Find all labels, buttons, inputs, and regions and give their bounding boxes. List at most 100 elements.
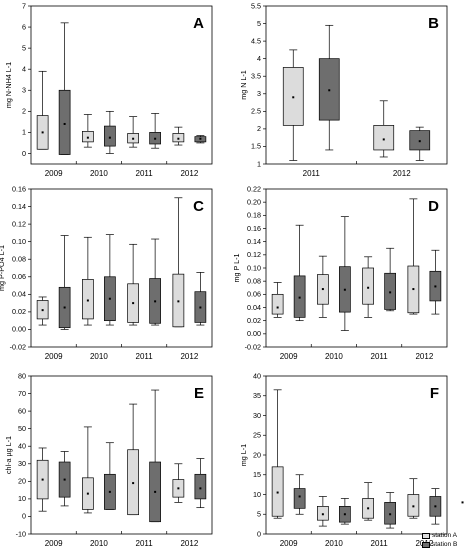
y-tick-label: 0.12 [12, 219, 26, 228]
box-station-b-2012 [194, 135, 207, 144]
x-tick-label: 2010 [325, 352, 343, 361]
panel-label-e: E [194, 385, 204, 402]
panel-label-f: F [430, 385, 439, 402]
box-station-a-2009 [36, 447, 49, 512]
x-tick-label: 2011 [136, 539, 154, 548]
chart-panel-e: -10 0 10 20 30 40 50 60 70 80 chl-a µg L-1 E 2009 201… [4, 371, 213, 548]
y-tick-label: 5.5 [251, 1, 261, 10]
legend-label-station-a: station A [432, 532, 457, 539]
y-tick-label: 4.5 [251, 36, 261, 45]
x-tick-label: 2012 [415, 352, 433, 361]
median-marker [63, 478, 66, 481]
box-station-a-2012 [407, 478, 420, 519]
median-marker [63, 306, 66, 309]
panel-label-d: D [428, 198, 439, 215]
y-tick-label: 4 [22, 65, 26, 74]
x-tick-label: 2009 [45, 352, 63, 361]
y-axis-label: mg N-NH4 L-1 [4, 62, 13, 108]
median-marker [276, 306, 279, 309]
y-tick-label: 5 [257, 19, 261, 28]
box-station-b-2011 [384, 492, 396, 529]
y-tick-label: 10 [253, 490, 261, 499]
median-marker [434, 285, 437, 288]
plot-frame [30, 5, 213, 165]
median-marker [41, 309, 44, 312]
box-station-b-2011 [149, 389, 161, 523]
median-marker [292, 96, 295, 99]
box-station-a-2010 [82, 114, 94, 148]
median-marker [389, 513, 392, 516]
box-station-b-2012 [429, 249, 442, 315]
x-tick-label: 2011 [371, 539, 389, 548]
median-marker [108, 490, 111, 493]
box-station-a-2010 [82, 426, 94, 514]
box-station-a-2012 [172, 463, 185, 503]
median-marker [108, 136, 111, 139]
y-tick-label: 0.02 [247, 316, 261, 325]
x-tick-label: 2010 [90, 352, 108, 361]
median-marker [276, 491, 279, 494]
y-tick-label: 2 [257, 124, 261, 133]
legend-swatch-station-b [422, 541, 430, 548]
median-marker [199, 306, 202, 309]
median-marker [154, 137, 157, 140]
y-tick-label: 0 [22, 512, 26, 521]
y-tick-label: -0.02 [10, 342, 26, 351]
y-tick-label: 40 [18, 442, 26, 451]
y-tick-label: 0.00 [247, 329, 261, 338]
box-body [293, 488, 306, 509]
box-station-a-2011 [127, 116, 139, 148]
y-tick-label: 3 [257, 89, 261, 98]
y-tick-label: 0 [257, 529, 261, 538]
box-station-b-2010 [339, 216, 351, 331]
panel-label-b: B [428, 15, 439, 32]
y-axis-label: mg P L-1 [232, 253, 241, 282]
y-tick-label: 0.18 [247, 211, 261, 220]
y-tick-label: 5 [257, 510, 261, 519]
median-marker [367, 286, 370, 289]
box-station-a-2010 [317, 255, 329, 318]
y-tick-label: -10 [16, 529, 26, 538]
y-tick-label: 7 [22, 1, 26, 10]
x-tick-label: 2011 [371, 352, 389, 361]
chart-panel-d: -0.02 0.00 0.02 0.04 0.06 0.08 0.10 0.12 0.14 0.1… [232, 184, 448, 361]
box-station-b-2009 [293, 474, 306, 515]
box-station-a-2011 [282, 49, 304, 161]
box-station-b-2010 [104, 442, 116, 510]
x-tick-label: 2012 [180, 169, 198, 178]
box-station-a-2011 [362, 256, 374, 318]
median-marker [108, 297, 111, 300]
plot-frame [265, 188, 448, 348]
median-marker [321, 288, 324, 291]
y-tick-label: 25 [253, 431, 261, 440]
y-tick-label: 6 [22, 22, 26, 31]
box-station-b-2010 [104, 110, 116, 154]
box-station-a-2009 [271, 282, 284, 318]
y-tick-label: 4 [257, 54, 261, 63]
median-marker [343, 513, 346, 516]
median-marker [412, 288, 415, 291]
y-tick-label: 2.5 [251, 107, 261, 116]
x-tick-label: 2009 [280, 539, 298, 548]
y-tick-label: 3.5 [251, 72, 261, 81]
box-station-b-2011 [384, 247, 396, 312]
box-station-a-2011 [127, 403, 139, 516]
chart-panel-a: 0 1 2 3 4 5 6 7 mg N-NH4 L-1 A 2009 2010 2011 2012 [4, 1, 213, 178]
median-marker [63, 122, 66, 125]
box-station-a-2010 [317, 496, 329, 527]
box-body [194, 473, 207, 500]
y-tick-label: 0.16 [12, 184, 26, 193]
median-marker [177, 487, 180, 490]
y-tick-label: 0.06 [247, 290, 261, 299]
box-station-b-2012 [194, 272, 207, 326]
outlier-marker [461, 501, 464, 504]
y-tick-label: 2 [22, 107, 26, 116]
plot-frame [30, 375, 213, 535]
y-tick-label: 0 [22, 149, 26, 158]
y-tick-label: 10 [18, 494, 26, 503]
median-marker [41, 478, 44, 481]
median-marker [177, 300, 180, 303]
legend-label-station-b: station B [432, 541, 458, 548]
y-tick-label: 20 [253, 450, 261, 459]
